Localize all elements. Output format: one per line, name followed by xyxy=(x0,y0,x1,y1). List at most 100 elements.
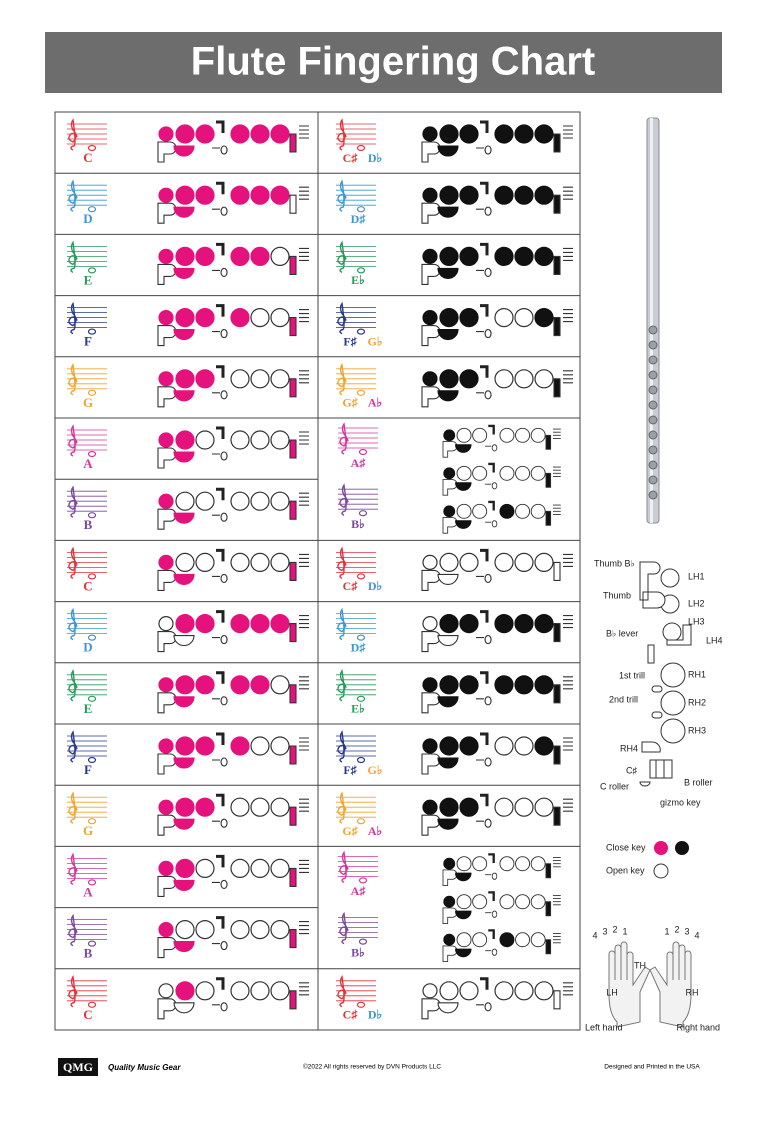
pinky-key xyxy=(553,623,561,643)
bflat-lever xyxy=(173,329,195,341)
key xyxy=(534,552,554,573)
key xyxy=(195,552,215,573)
fingering xyxy=(157,426,309,469)
lh4-key xyxy=(216,854,225,868)
key xyxy=(195,185,215,205)
bflat-lever xyxy=(455,910,472,920)
key xyxy=(270,369,290,389)
lh4-key xyxy=(480,120,489,133)
staff xyxy=(336,669,376,702)
key xyxy=(443,933,456,946)
roller-keys xyxy=(299,676,309,690)
staff xyxy=(67,301,107,335)
fingering xyxy=(421,181,573,224)
key xyxy=(515,932,531,948)
pinky-key xyxy=(545,863,552,879)
lh4-key xyxy=(216,732,225,745)
thumb-key xyxy=(442,907,458,924)
key xyxy=(459,797,479,817)
lh4-key xyxy=(480,548,489,562)
treble-clef xyxy=(68,669,78,702)
hand-lh: LH xyxy=(606,987,618,997)
note-head xyxy=(87,389,97,396)
key xyxy=(439,797,459,817)
finger-number: 2 xyxy=(612,924,617,934)
key xyxy=(456,894,472,910)
roller-keys xyxy=(563,125,573,139)
treble-clef xyxy=(339,850,349,884)
roller-keys xyxy=(552,933,561,944)
roller-keys xyxy=(299,982,309,996)
thumb-key xyxy=(157,447,177,469)
fingering xyxy=(157,304,309,347)
flute-key xyxy=(648,325,658,335)
key xyxy=(499,465,515,481)
note-head xyxy=(358,938,368,945)
bflat-lever xyxy=(173,390,195,402)
diagram-key xyxy=(662,622,682,642)
flute-key xyxy=(648,460,658,470)
fingering xyxy=(157,181,309,224)
key xyxy=(494,308,514,328)
trill-keys xyxy=(212,1002,228,1012)
key xyxy=(230,124,250,144)
key-label: LH1 xyxy=(688,571,705,581)
thumb-key xyxy=(157,569,177,591)
key xyxy=(534,797,554,817)
fingering xyxy=(157,916,309,959)
bflat-lever xyxy=(455,872,472,882)
bflat-lever xyxy=(437,145,459,157)
key xyxy=(530,856,546,872)
bflat-lever xyxy=(173,757,195,769)
note-name: A♯ xyxy=(351,456,366,470)
key xyxy=(175,491,195,511)
key xyxy=(534,675,554,695)
thumb-key xyxy=(421,753,441,775)
note-head xyxy=(356,144,366,152)
key xyxy=(472,465,488,481)
lh4-key xyxy=(216,304,225,317)
lh4-key xyxy=(480,977,489,990)
thumb-key xyxy=(421,325,441,347)
pinky-key xyxy=(545,510,552,526)
lh4-key xyxy=(216,548,225,562)
legend-closed-black xyxy=(675,841,689,855)
staff xyxy=(67,546,107,580)
treble-clef xyxy=(68,301,78,335)
trill-keys xyxy=(212,696,228,706)
key xyxy=(195,369,215,389)
roller-keys xyxy=(563,309,573,323)
fingering xyxy=(157,977,309,1020)
key xyxy=(250,430,270,450)
key-label: RH2 xyxy=(688,697,706,707)
thumb-key xyxy=(157,325,177,347)
key xyxy=(158,126,174,142)
note-name: D xyxy=(83,211,92,226)
bflat-lever xyxy=(173,512,195,524)
note-head xyxy=(87,450,97,458)
note-name: F♯ xyxy=(343,334,356,348)
key xyxy=(499,856,515,872)
note-name: E♭ xyxy=(351,273,365,287)
thumb-key xyxy=(157,753,177,775)
roller-keys xyxy=(299,370,309,384)
trill-keys xyxy=(485,910,498,918)
note-head xyxy=(87,879,97,886)
lh4-key xyxy=(480,671,489,684)
key xyxy=(534,185,554,205)
fingering xyxy=(421,977,573,1020)
key xyxy=(472,856,488,872)
key xyxy=(515,856,531,872)
key xyxy=(459,369,479,389)
key xyxy=(175,613,195,634)
roller-keys xyxy=(299,309,309,323)
legend-open-key xyxy=(653,863,669,879)
key xyxy=(195,675,215,695)
key xyxy=(158,615,174,632)
treble-clef xyxy=(339,483,349,516)
note-head xyxy=(87,1001,97,1008)
key xyxy=(514,736,534,756)
lh4-key xyxy=(480,181,489,195)
key xyxy=(230,919,250,940)
key xyxy=(250,185,270,205)
